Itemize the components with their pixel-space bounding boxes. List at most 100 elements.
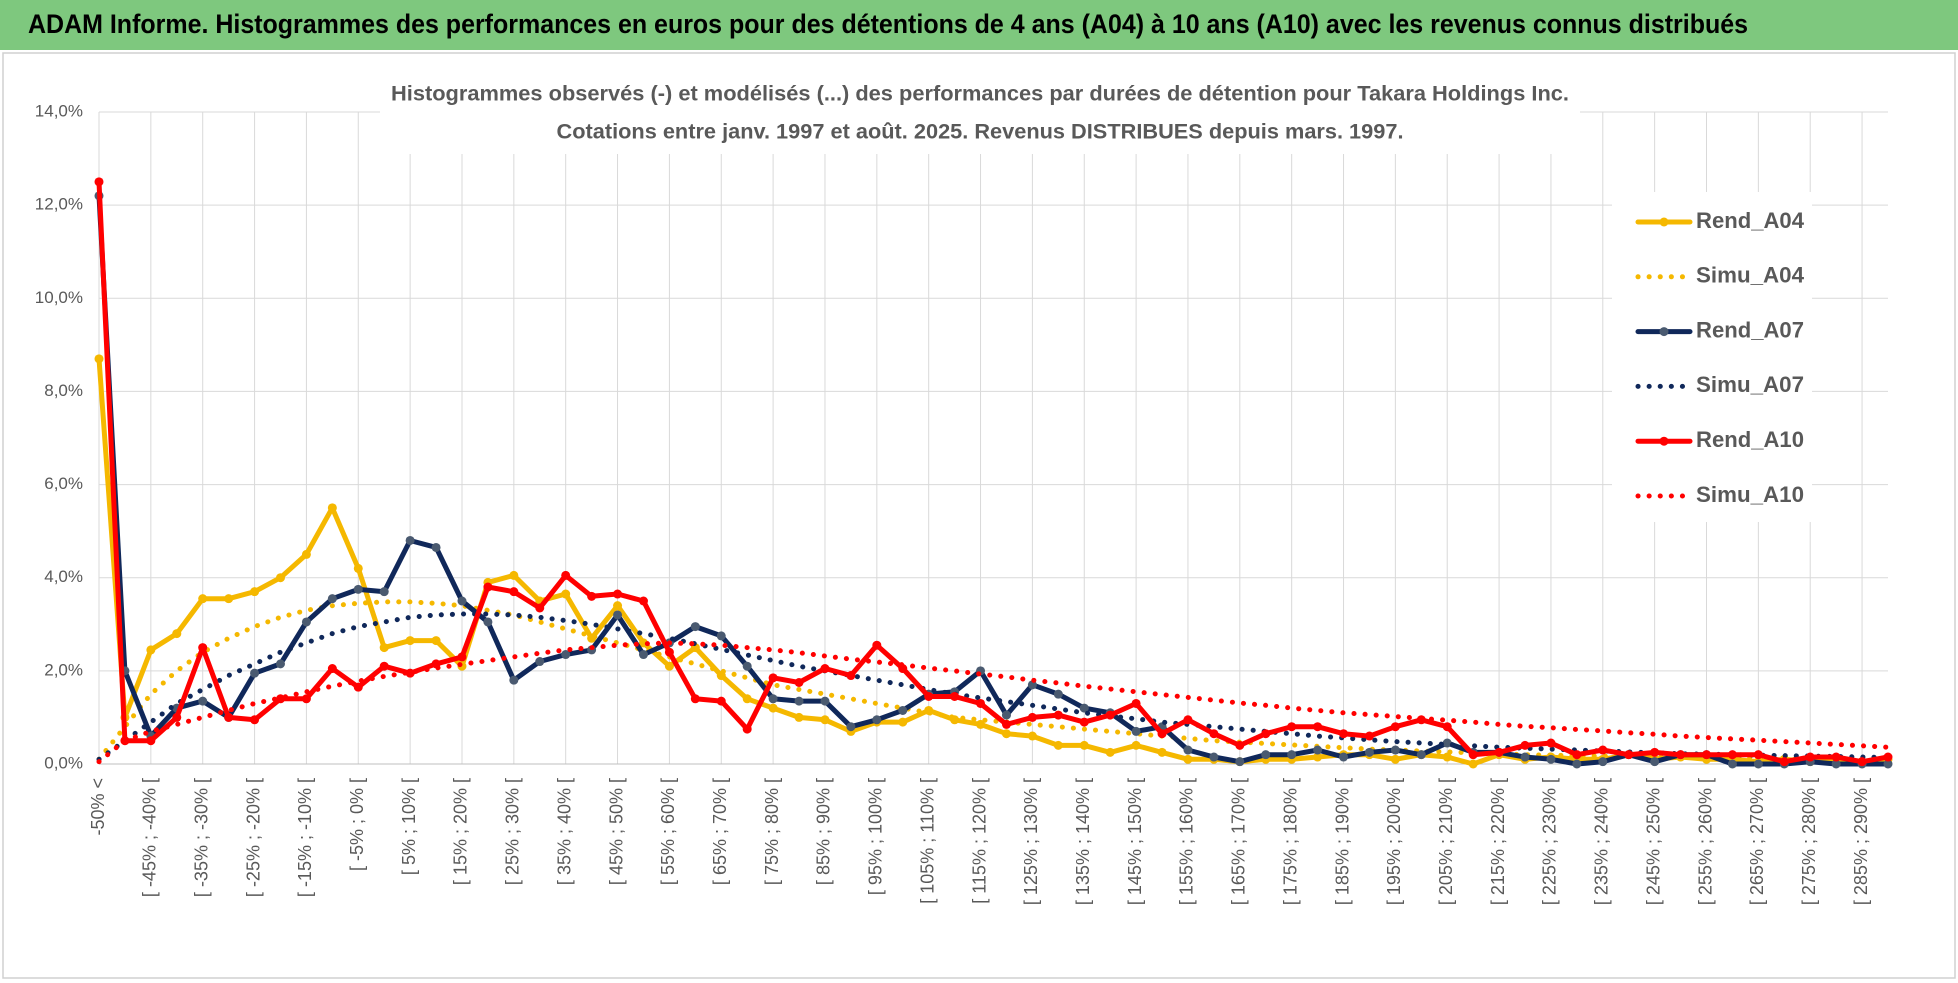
x-tick-label: [ 75% ; 80% [ — [762, 778, 782, 885]
point — [457, 596, 467, 606]
x-tick-label: [ 215% ; 220% [ — [1488, 778, 1508, 905]
point — [1598, 757, 1608, 767]
point — [820, 715, 830, 725]
point — [509, 587, 519, 597]
point — [379, 643, 389, 653]
point — [1209, 752, 1219, 762]
legend-label: Rend_A10 — [1696, 427, 1804, 452]
point — [1624, 750, 1634, 760]
point — [1572, 759, 1582, 769]
point — [613, 610, 623, 620]
y-tick-label: 14,0% — [35, 101, 83, 120]
point — [742, 724, 752, 734]
point — [94, 354, 104, 364]
point — [509, 675, 519, 685]
x-tick-label: -50% < — [88, 778, 108, 836]
point — [1235, 757, 1245, 767]
point — [1235, 740, 1245, 750]
legend-label: Simu_A10 — [1696, 482, 1804, 507]
point — [664, 661, 674, 671]
y-tick-label: 12,0% — [35, 195, 83, 214]
point — [405, 535, 415, 545]
point — [742, 694, 752, 704]
legend-label: Simu_A04 — [1696, 263, 1805, 288]
point — [1468, 750, 1478, 760]
point — [250, 668, 260, 678]
point — [1857, 757, 1867, 767]
y-tick-label: 10,0% — [35, 288, 83, 307]
point — [1442, 752, 1452, 762]
point — [1339, 752, 1349, 762]
point — [1001, 729, 1011, 739]
x-tick-label: [ 255% ; 260% [ — [1695, 778, 1715, 905]
x-tick-label: [ 285% ; 290% [ — [1851, 778, 1871, 905]
point — [379, 661, 389, 671]
point — [1702, 750, 1712, 760]
point — [1079, 703, 1089, 713]
point — [1131, 726, 1141, 736]
point — [1546, 754, 1556, 764]
point — [1183, 754, 1193, 764]
point — [1831, 752, 1841, 762]
point — [872, 640, 882, 650]
point — [1753, 759, 1763, 769]
point — [1157, 729, 1167, 739]
point — [846, 671, 856, 681]
x-tick-label: [ 145% ; 150% [ — [1125, 778, 1145, 905]
point — [353, 563, 363, 573]
legend-marker — [1659, 436, 1669, 446]
plot — [94, 177, 1893, 769]
point — [1131, 698, 1141, 708]
point — [301, 549, 311, 559]
point — [1546, 738, 1556, 748]
point — [1053, 689, 1063, 699]
header-bar — [0, 0, 1958, 50]
point — [1442, 722, 1452, 732]
point — [924, 691, 934, 701]
point — [1001, 719, 1011, 729]
point — [405, 636, 415, 646]
x-tick-label: [ 55% ; 60% [ — [658, 778, 678, 885]
point — [1053, 740, 1063, 750]
x-tick-label: [ -45% ; -40% [ — [140, 778, 160, 897]
point — [1883, 759, 1893, 769]
point — [794, 678, 804, 687]
legend-label: Simu_A07 — [1696, 372, 1804, 397]
legend-label: Rend_A04 — [1696, 208, 1805, 233]
point — [716, 696, 726, 706]
point — [1883, 752, 1893, 762]
point — [146, 736, 156, 746]
point — [1805, 752, 1815, 762]
x-tick-label: [ 165% ; 170% [ — [1229, 778, 1249, 905]
point — [742, 661, 752, 671]
point — [561, 589, 571, 599]
point — [1079, 717, 1089, 727]
x-tick-label: [ 225% ; 230% [ — [1540, 778, 1560, 905]
point — [1390, 745, 1400, 755]
point — [898, 717, 908, 727]
point — [1027, 712, 1037, 722]
legend-box — [1612, 192, 1812, 522]
point — [613, 601, 623, 611]
point — [431, 636, 441, 646]
point — [198, 696, 208, 706]
point — [976, 719, 986, 729]
chart-frame — [2, 52, 1956, 979]
point — [820, 696, 830, 706]
point — [275, 573, 285, 583]
x-tick-label: [ 185% ; 190% [ — [1332, 778, 1352, 905]
legend-marker — [1659, 217, 1669, 227]
point — [690, 622, 700, 632]
point — [1105, 747, 1115, 757]
point — [561, 650, 571, 660]
point — [509, 570, 519, 580]
x-tick-label: [ -15% ; -10% [ — [295, 778, 315, 897]
x-tick-label: [ 65% ; 70% [ — [710, 778, 730, 885]
point — [1520, 740, 1530, 750]
point — [1779, 757, 1789, 767]
point — [1650, 757, 1660, 767]
point — [198, 643, 208, 653]
point — [1001, 710, 1011, 720]
point — [1676, 750, 1686, 760]
point — [1027, 731, 1037, 741]
